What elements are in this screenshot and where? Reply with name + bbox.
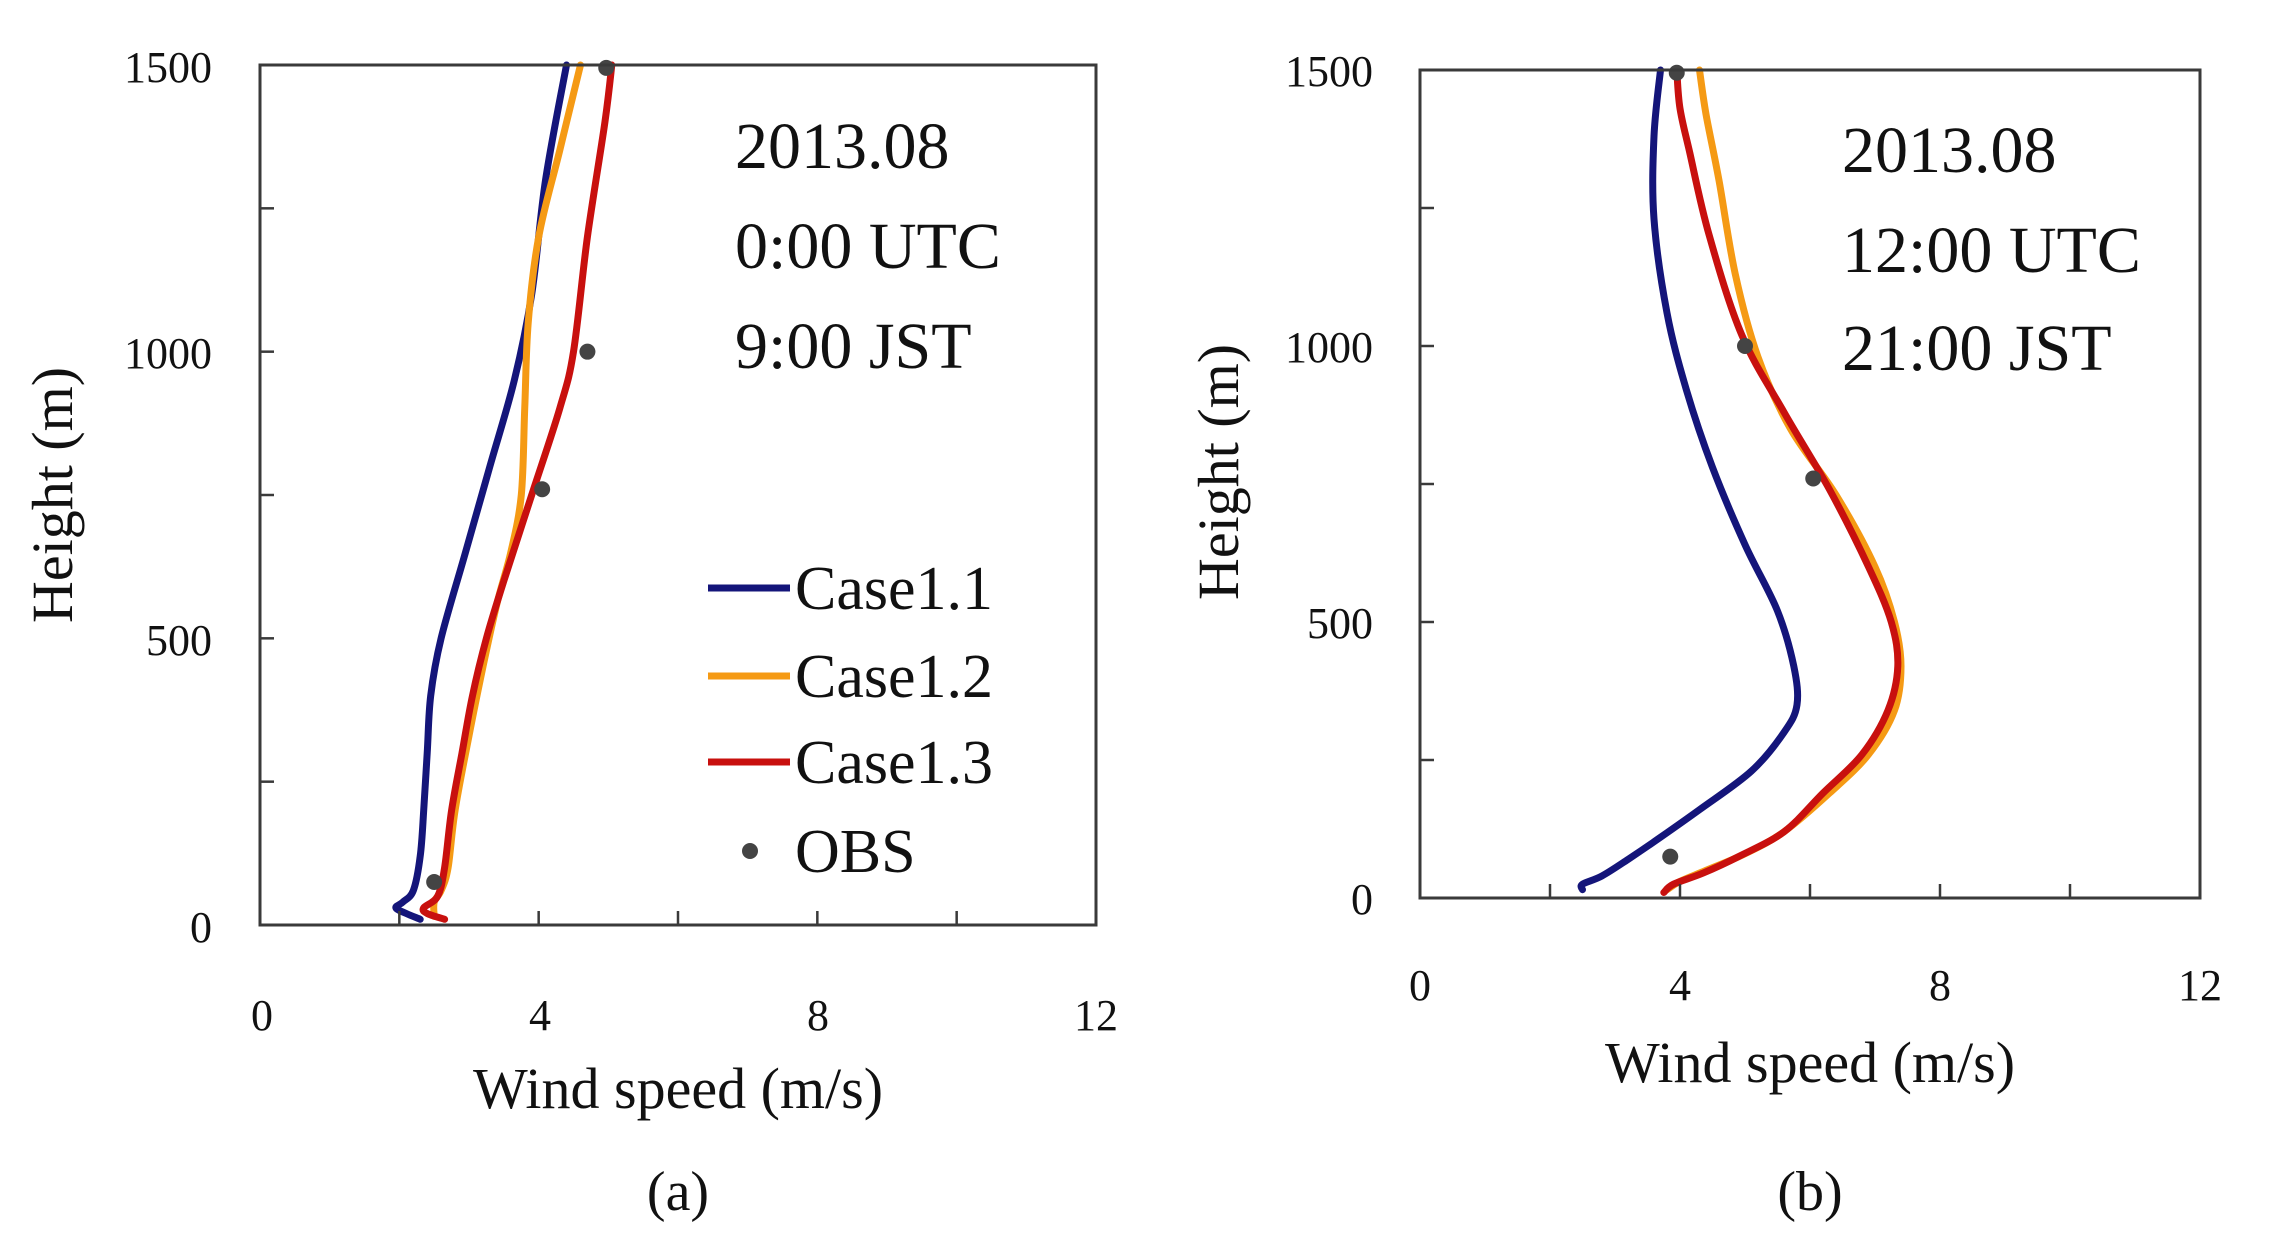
y-axis-title: Height (m)	[1186, 344, 1251, 600]
annotation-date: 2013.08	[1842, 114, 2057, 187]
panel-b: 1500 1000 500 0 0 4 8 12 Wind speed (m/s…	[1186, 47, 2222, 1223]
y-tick-label: 500	[146, 616, 212, 665]
obs-point	[598, 59, 615, 76]
x-tick-label: 12	[2178, 961, 2222, 1010]
panel-label-b: (b)	[1777, 1161, 1842, 1223]
annotation-date: 2013.08	[735, 110, 950, 183]
series-line-case1-3	[1660, 66, 1902, 896]
series-line-case1-3	[419, 61, 616, 923]
y-tick-label: 1000	[1285, 323, 1373, 372]
y-tick-label: 0	[1351, 875, 1373, 924]
y-tick-label: 1500	[124, 43, 212, 92]
legend-label-case1-3: Case1.3	[795, 729, 993, 797]
y-tick-label: 500	[1307, 599, 1373, 648]
legend-label-case1-1: Case1.1	[795, 555, 993, 623]
annotation-utc: 0:00 UTC	[735, 210, 1001, 283]
x-tick-label: 4	[529, 991, 551, 1040]
obs-point	[534, 481, 551, 498]
y-tick-label: 0	[190, 903, 212, 952]
obs-point	[1662, 848, 1679, 865]
series-line-case1-1	[1577, 66, 1802, 894]
x-tick-label: 8	[1929, 961, 1951, 1010]
x-axis-title: Wind speed (m/s)	[1605, 1030, 2015, 1095]
legend-marker-obs	[742, 843, 758, 859]
panel-label-a: (a)	[647, 1161, 709, 1223]
obs-point	[1668, 64, 1685, 81]
legend: Case1.1 Case1.2 Case1.3 OBS	[708, 555, 993, 886]
x-tick-label: 12	[1074, 991, 1118, 1040]
obs-point	[1737, 338, 1753, 354]
annotation-jst: 9:00 JST	[735, 310, 972, 383]
x-axis-title: Wind speed (m/s)	[473, 1056, 883, 1121]
annotation-utc: 12:00 UTC	[1842, 214, 2141, 287]
legend-label-obs: OBS	[795, 818, 916, 886]
obs-point	[579, 343, 596, 360]
x-tick-label: 0	[251, 991, 273, 1040]
x-tick-label: 8	[807, 991, 829, 1040]
panel-a: 1500 1000 500 0 0 4 8 12 Wind speed (m/s…	[20, 43, 1118, 1223]
obs-point	[426, 874, 443, 890]
annotation-jst: 21:00 JST	[1842, 312, 2112, 385]
legend-label-case1-2: Case1.2	[795, 643, 993, 711]
x-tick-label: 4	[1669, 961, 1691, 1010]
obs-point	[1805, 470, 1822, 487]
x-tick-label: 0	[1409, 961, 1431, 1010]
y-tick-label: 1000	[124, 329, 212, 378]
y-tick-label: 1500	[1285, 47, 1373, 96]
y-axis-title: Height (m)	[20, 367, 85, 623]
